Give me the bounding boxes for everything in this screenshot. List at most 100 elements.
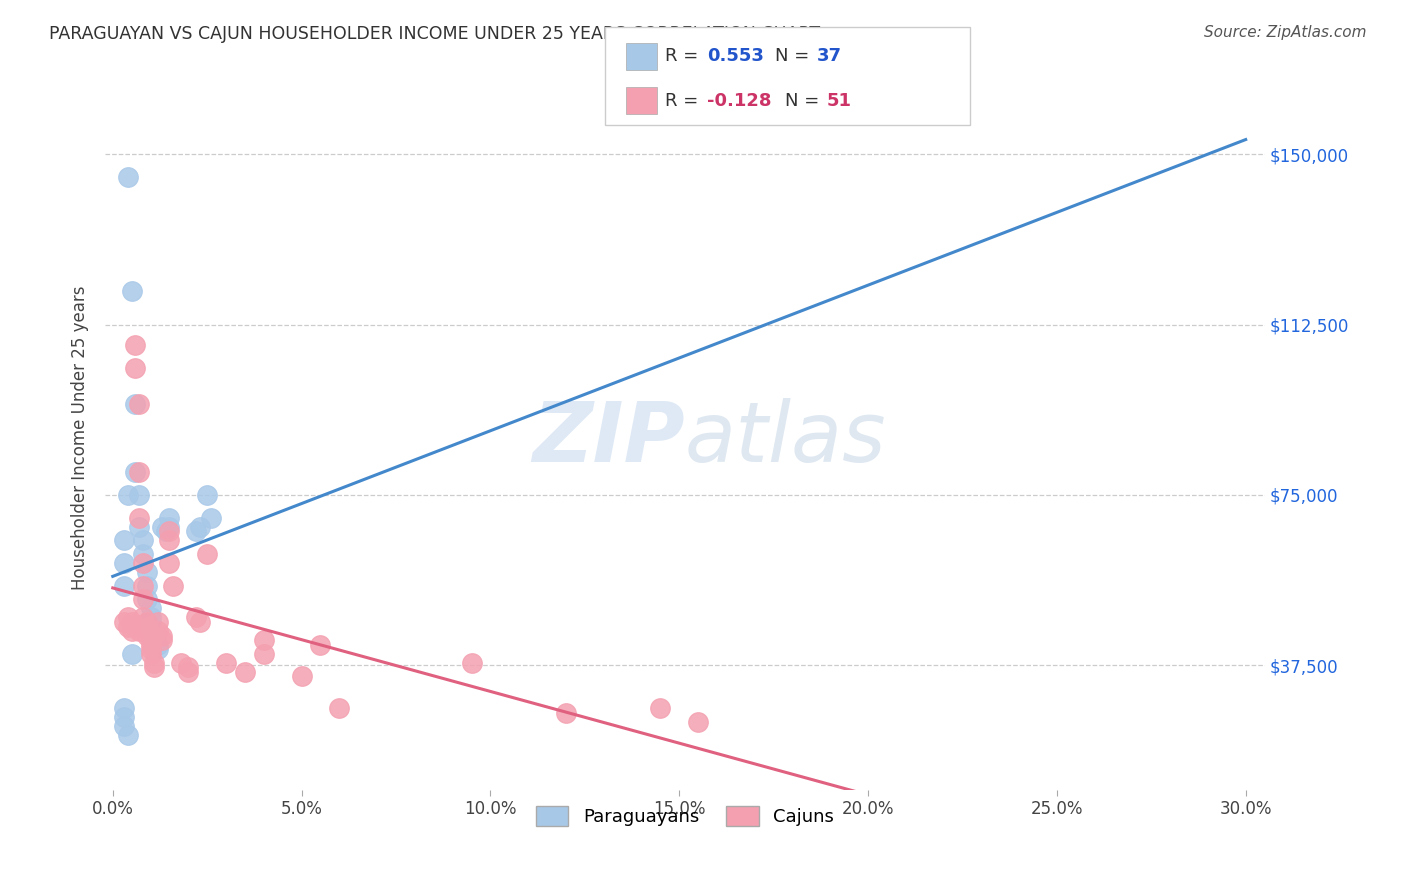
- Point: [124, 619, 146, 633]
- Point: [157, 524, 180, 539]
- Point: [117, 170, 139, 185]
- Text: 37: 37: [817, 47, 842, 65]
- Point: [150, 633, 173, 648]
- Point: [132, 533, 155, 548]
- Y-axis label: Householder Income Under 25 years: Householder Income Under 25 years: [72, 286, 89, 591]
- Point: [128, 519, 150, 533]
- Point: [555, 706, 578, 720]
- Text: 0.553: 0.553: [707, 47, 763, 65]
- Legend: Paraguayans, Cajuns: Paraguayans, Cajuns: [529, 798, 841, 834]
- Point: [132, 547, 155, 561]
- Point: [112, 556, 135, 570]
- Point: [150, 629, 173, 643]
- Point: [688, 714, 710, 729]
- Point: [162, 579, 184, 593]
- Point: [650, 701, 672, 715]
- Point: [143, 656, 166, 670]
- Point: [112, 533, 135, 548]
- Point: [139, 610, 162, 624]
- Point: [128, 488, 150, 502]
- Point: [157, 519, 180, 533]
- Point: [139, 638, 162, 652]
- Point: [132, 579, 155, 593]
- Point: [146, 624, 169, 638]
- Point: [460, 656, 482, 670]
- Point: [155, 524, 177, 539]
- Point: [157, 533, 180, 548]
- Point: [157, 556, 180, 570]
- Point: [128, 397, 150, 411]
- Point: [135, 629, 157, 643]
- Point: [184, 610, 207, 624]
- Point: [124, 397, 146, 411]
- Point: [124, 360, 146, 375]
- Text: atlas: atlas: [685, 398, 887, 479]
- Text: 51: 51: [827, 92, 852, 110]
- Point: [112, 710, 135, 724]
- Point: [139, 647, 162, 661]
- Point: [121, 615, 143, 629]
- Point: [135, 579, 157, 593]
- Point: [128, 624, 150, 638]
- Point: [121, 284, 143, 298]
- Point: [139, 601, 162, 615]
- Point: [117, 728, 139, 742]
- Point: [150, 519, 173, 533]
- Text: Source: ZipAtlas.com: Source: ZipAtlas.com: [1204, 25, 1367, 40]
- Point: [157, 510, 180, 524]
- Text: -0.128: -0.128: [707, 92, 772, 110]
- Point: [112, 719, 135, 733]
- Text: N =: N =: [785, 92, 824, 110]
- Point: [177, 660, 200, 674]
- Point: [139, 642, 162, 657]
- Text: N =: N =: [775, 47, 814, 65]
- Point: [139, 615, 162, 629]
- Point: [195, 547, 218, 561]
- Point: [135, 615, 157, 629]
- Point: [188, 615, 211, 629]
- Point: [121, 624, 143, 638]
- Point: [143, 660, 166, 674]
- Point: [112, 701, 135, 715]
- Point: [177, 665, 200, 679]
- Point: [195, 488, 218, 502]
- Text: PARAGUAYAN VS CAJUN HOUSEHOLDER INCOME UNDER 25 YEARS CORRELATION CHART: PARAGUAYAN VS CAJUN HOUSEHOLDER INCOME U…: [49, 25, 820, 43]
- Point: [143, 629, 166, 643]
- Point: [146, 615, 169, 629]
- Point: [200, 510, 222, 524]
- Point: [146, 642, 169, 657]
- Point: [135, 565, 157, 579]
- Point: [215, 656, 238, 670]
- Point: [253, 633, 276, 648]
- Point: [146, 638, 169, 652]
- Point: [124, 338, 146, 352]
- Point: [328, 701, 350, 715]
- Point: [139, 633, 162, 648]
- Point: [188, 519, 211, 533]
- Text: R =: R =: [665, 47, 704, 65]
- Point: [135, 619, 157, 633]
- Point: [112, 615, 135, 629]
- Point: [253, 647, 276, 661]
- Point: [291, 669, 314, 683]
- Text: ZIP: ZIP: [533, 398, 685, 479]
- Point: [128, 465, 150, 479]
- Point: [139, 619, 162, 633]
- Point: [233, 665, 256, 679]
- Point: [132, 610, 155, 624]
- Point: [112, 579, 135, 593]
- Point: [135, 624, 157, 638]
- Point: [132, 556, 155, 570]
- Point: [124, 465, 146, 479]
- Point: [143, 633, 166, 648]
- Point: [170, 656, 193, 670]
- Point: [184, 524, 207, 539]
- Point: [309, 638, 332, 652]
- Point: [128, 510, 150, 524]
- Point: [121, 647, 143, 661]
- Point: [143, 638, 166, 652]
- Point: [135, 592, 157, 607]
- Text: R =: R =: [665, 92, 704, 110]
- Point: [132, 592, 155, 607]
- Point: [117, 610, 139, 624]
